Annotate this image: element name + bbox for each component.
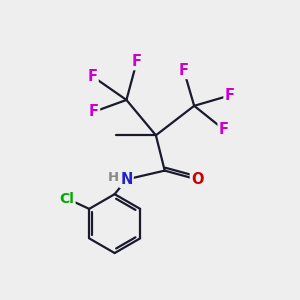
Text: F: F: [88, 69, 98, 84]
Text: N: N: [120, 172, 133, 187]
Text: F: F: [179, 63, 189, 78]
Text: H: H: [108, 171, 119, 184]
Text: F: F: [219, 122, 229, 137]
Text: F: F: [224, 88, 235, 103]
Text: O: O: [191, 172, 203, 187]
Text: F: F: [89, 104, 99, 119]
Text: F: F: [132, 54, 142, 69]
Text: Cl: Cl: [60, 192, 74, 206]
